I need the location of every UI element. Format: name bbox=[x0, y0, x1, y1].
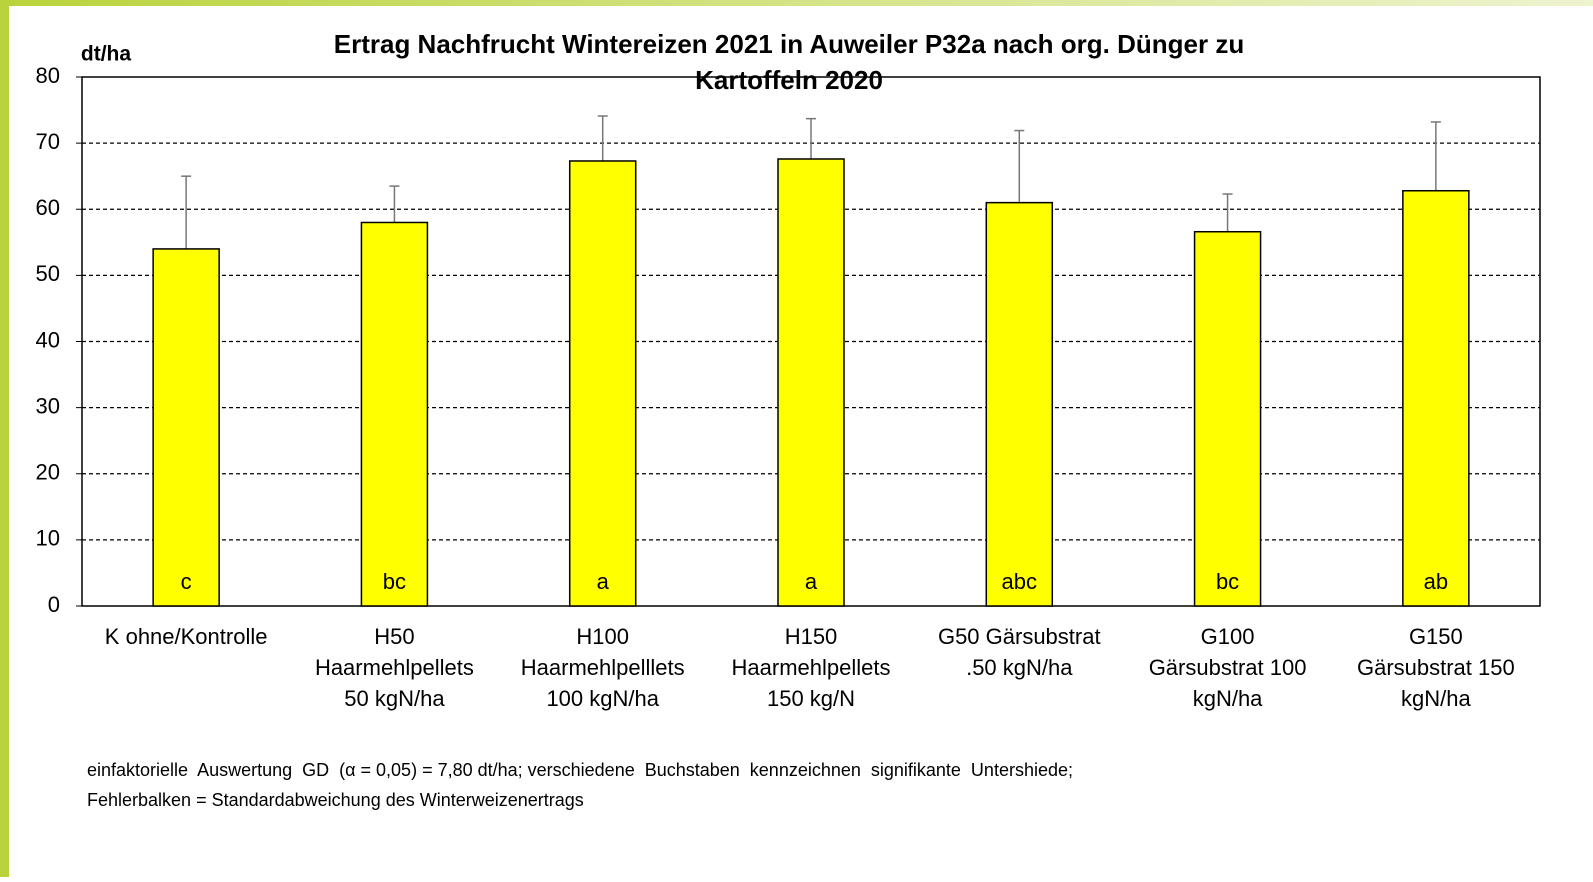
x-tick-label: 100 kgN/ha bbox=[546, 686, 659, 711]
y-tick-label: 0 bbox=[48, 592, 60, 617]
significance-letter: bc bbox=[383, 569, 406, 594]
x-tick-label: Gärsubstrat 150 bbox=[1357, 655, 1515, 680]
x-tick-label: G150 bbox=[1409, 624, 1463, 649]
x-tick-label: .50 kgN/ha bbox=[966, 655, 1073, 680]
significance-letter: c bbox=[181, 569, 192, 594]
x-tick-label: G100 bbox=[1201, 624, 1255, 649]
x-tick-label: H150 bbox=[785, 624, 838, 649]
significance-letter: abc bbox=[1002, 569, 1037, 594]
x-tick-label: K ohne/Kontrolle bbox=[105, 624, 268, 649]
x-tick-label: Gärsubstrat 100 bbox=[1149, 655, 1307, 680]
y-tick-label: 50 bbox=[36, 261, 60, 286]
y-tick-label: 70 bbox=[36, 129, 60, 154]
x-tick-label: H100 bbox=[576, 624, 629, 649]
bar bbox=[360, 221, 429, 607]
y-axis-label: dt/ha bbox=[81, 43, 131, 66]
significance-letter: a bbox=[805, 569, 818, 594]
bar bbox=[1193, 230, 1262, 607]
significance-letter: a bbox=[597, 569, 610, 594]
bar bbox=[568, 160, 637, 607]
y-tick-label: 80 bbox=[36, 63, 60, 88]
chart-title: Kartoffeln 2020 bbox=[695, 65, 883, 95]
significance-letter: ab bbox=[1424, 569, 1448, 594]
bar bbox=[777, 158, 845, 607]
x-tick-label: Haarmehlpelllets bbox=[521, 655, 685, 680]
x-tick-label: G50 Gärsubstrat bbox=[938, 624, 1101, 649]
y-tick-label: 10 bbox=[36, 526, 60, 551]
x-tick-label: 150 kg/N bbox=[767, 686, 855, 711]
x-tick-label: kgN/ha bbox=[1401, 686, 1471, 711]
x-tick-label: 50 kgN/ha bbox=[344, 686, 445, 711]
left-border bbox=[0, 0, 9, 877]
x-tick-label: Haarmehlpellets bbox=[732, 655, 891, 680]
significance-letter: bc bbox=[1216, 569, 1239, 594]
top-border bbox=[0, 0, 1593, 6]
bar bbox=[152, 248, 220, 607]
x-tick-label: H50 bbox=[374, 624, 414, 649]
y-tick-label: 60 bbox=[36, 195, 60, 220]
x-tick-label: kgN/ha bbox=[1193, 686, 1263, 711]
footnote: einfaktorielle Auswertung GD (α = 0,05) … bbox=[87, 760, 1073, 780]
footnote: Fehlerbalken = Standardabweichung des Wi… bbox=[87, 790, 584, 810]
x-tick-label: Haarmehlpellets bbox=[315, 655, 474, 680]
y-tick-label: 40 bbox=[36, 327, 60, 352]
y-tick-label: 20 bbox=[36, 460, 60, 485]
y-tick-label: 30 bbox=[36, 393, 60, 418]
bar bbox=[985, 201, 1054, 607]
chart-title: Ertrag Nachfrucht Wintereizen 2021 in Au… bbox=[334, 29, 1244, 59]
bar bbox=[1402, 189, 1470, 607]
